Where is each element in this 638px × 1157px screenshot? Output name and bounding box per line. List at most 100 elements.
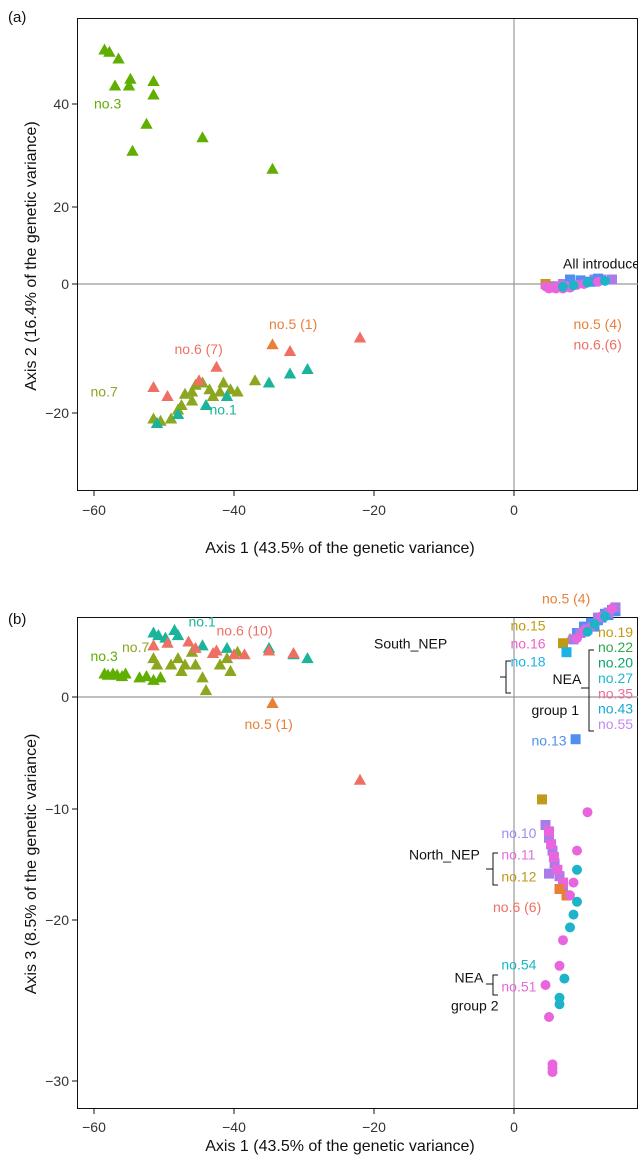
data-point [238, 648, 251, 660]
x-tick-label: −60 [82, 502, 106, 518]
y-tick-label: 0 [61, 276, 69, 292]
y-tick-label: −30 [45, 1073, 69, 1089]
annotation-label: no.35 [598, 685, 633, 701]
annotation-label: NEA [455, 969, 484, 985]
data-point [213, 385, 227, 397]
annotation-label: no.18 [511, 653, 546, 669]
data-point [217, 376, 230, 388]
annotation-label: no.15 [511, 617, 546, 633]
data-point [171, 629, 185, 641]
x-axis-title: Axis 1 (43.5% of the genetic variance) [205, 540, 474, 557]
data-point [108, 79, 122, 91]
annotation-label: North_NEP [409, 847, 480, 863]
data-point [301, 652, 314, 664]
data-point [199, 684, 213, 696]
data-point [575, 275, 586, 286]
data-point [554, 960, 565, 971]
annotation-label: no.13 [532, 733, 567, 749]
data-point [565, 274, 575, 285]
data-point [171, 652, 185, 664]
data-point [147, 75, 160, 87]
y-tick-label: −20 [45, 912, 69, 928]
data-point [266, 696, 279, 708]
data-point [561, 647, 572, 658]
y-axis-title: Axis 3 (8.5% of the genetic variance) [23, 734, 40, 995]
data-point [147, 639, 160, 651]
data-point [540, 820, 551, 830]
data-point [546, 839, 557, 850]
data-point [161, 636, 174, 648]
data-point [178, 658, 192, 670]
data-point [210, 644, 223, 656]
data-point [565, 890, 575, 901]
annotation-label: South_NEP [374, 635, 447, 651]
data-point [266, 162, 279, 174]
annotation-label: no.55 [598, 716, 633, 732]
data-point [537, 794, 547, 805]
annotation-label: no.6.(6) [574, 336, 622, 352]
data-point [227, 648, 241, 660]
data-point [547, 1067, 558, 1078]
data-point [150, 658, 164, 670]
data-point [171, 408, 185, 420]
data-point [589, 619, 600, 630]
data-point [231, 385, 244, 397]
data-point [549, 858, 560, 869]
annotation-label: no.10 [501, 825, 536, 841]
annotation-label: no.19 [598, 624, 633, 640]
annotation-label: no.16 [511, 635, 546, 651]
data-point [199, 399, 213, 411]
data-point [582, 807, 593, 818]
data-point [603, 607, 614, 618]
panel-b: (b) no.1no.6 (10) no.7no.3 no.5 (1) no.5 (4… [8, 591, 638, 1155]
panel-b-y-ticks: −30 −20 −10 0 [45, 689, 77, 1089]
data-point [126, 144, 139, 156]
annotation-label: no.54 [501, 957, 536, 973]
panel-b-label: (b) [8, 611, 26, 628]
annotation-label: no.12 [501, 868, 536, 884]
data-point [224, 664, 237, 676]
north-nep-bracket [492, 852, 498, 886]
panel-a-label: (a) [8, 9, 26, 26]
nea-group1-bracket [588, 649, 594, 732]
data-point [552, 864, 563, 875]
annotation-label: no.7 [122, 639, 149, 655]
data-point [140, 117, 153, 129]
data-point [568, 877, 579, 888]
data-point [206, 390, 220, 402]
data-point [565, 922, 575, 933]
data-point [547, 845, 558, 856]
data-point [554, 871, 565, 882]
y-tick-label: −10 [45, 801, 69, 817]
data-point [544, 868, 554, 879]
data-point [266, 338, 279, 350]
data-point [147, 88, 160, 100]
y-tick-label: 20 [53, 199, 69, 215]
data-point [570, 734, 581, 745]
panel-a-y-ticks: −20 0 20 40 [45, 96, 77, 421]
annotation-label: no.51 [501, 978, 536, 994]
data-point [122, 79, 136, 91]
data-point [301, 363, 314, 375]
data-point [119, 667, 132, 679]
data-point [196, 131, 209, 143]
annotation-label: no.5 (4) [542, 591, 590, 607]
group-brackets [486, 649, 594, 996]
data-point [175, 664, 188, 676]
data-point [582, 277, 593, 288]
data-point [600, 275, 610, 286]
annotation-label: no.27 [598, 670, 633, 686]
annotation-label: group 1 [532, 702, 580, 718]
data-point [558, 877, 568, 888]
panel-a-x-ticks: −60 −40 −20 0 [82, 491, 518, 518]
data-point [189, 658, 202, 670]
data-point [540, 980, 551, 990]
data-point [582, 626, 593, 637]
data-point [220, 652, 234, 664]
data-point [558, 935, 568, 946]
data-point [213, 658, 227, 670]
data-point [147, 381, 160, 393]
annotation-label: no.3 [91, 648, 118, 664]
data-point [140, 670, 153, 682]
